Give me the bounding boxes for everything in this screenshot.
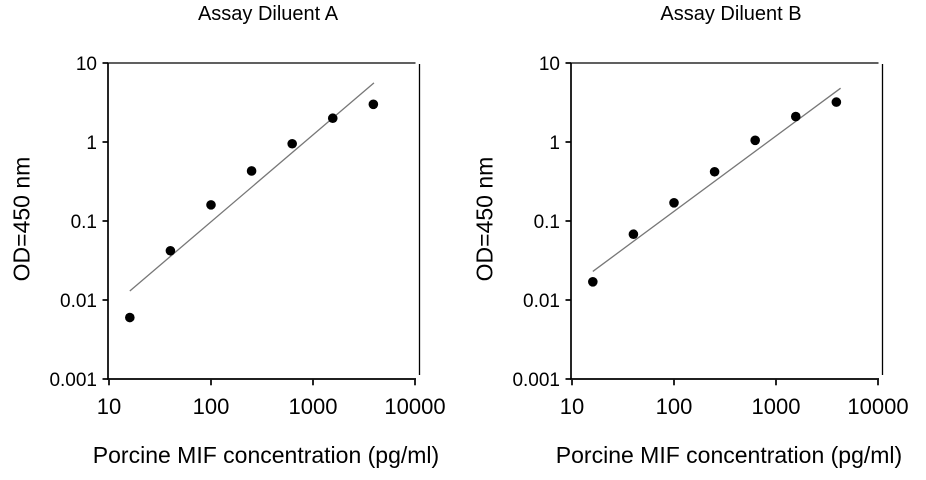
panel-title: Assay Diluent B [660, 3, 802, 25]
panel-assay-diluent-a: Assay Diluent A OD=450 nm 10 100 1000 10000… [9, 3, 446, 468]
data-point [790, 111, 801, 122]
x-tick-label: 1000 [289, 394, 338, 419]
data-point [368, 99, 379, 110]
y-tick-label: 0.1 [534, 212, 560, 233]
data-point [588, 276, 598, 287]
plot-area: 10 100 1000 10000 10 1 0.1 0.01 0.001 [49, 54, 445, 419]
y-tick-label: 10 [539, 54, 560, 75]
x-tick-label: 10000 [847, 394, 908, 419]
y-tick-label: 0.001 [49, 370, 97, 391]
x-tick-label: 10 [97, 394, 121, 419]
data-point [750, 135, 760, 146]
fit-line [592, 87, 842, 272]
data-point [327, 113, 338, 124]
data-point [287, 138, 297, 149]
data-point [206, 200, 216, 210]
y-tick-label: 0.001 [512, 370, 560, 391]
x-tick-label: 100 [193, 394, 230, 419]
y-tick-label: 1 [86, 133, 97, 154]
x-axis-label: Porcine MIF concentration (pg/ml) [92, 442, 440, 468]
y-tick-label: 10 [76, 54, 97, 75]
data-point [669, 197, 679, 208]
data-point [831, 97, 842, 107]
panel-assay-diluent-b: Assay Diluent B OD=450 nm 10 100 1000 10000… [463, 0, 926, 480]
fit-line [129, 82, 375, 292]
y-tick-label: 0.01 [60, 291, 97, 312]
x-tick-label: 10 [560, 394, 584, 419]
y-tick-label: 0.1 [71, 212, 97, 233]
y-tick-label: 0.01 [523, 291, 560, 312]
x-tick-label: 10000 [384, 394, 445, 419]
data-point [628, 229, 639, 240]
plot-area: 10 100 1000 10000 10 1 0.1 0.01 0.001 [512, 54, 908, 419]
data-point [246, 166, 257, 176]
x-tick-label: 100 [656, 394, 693, 419]
x-axis-label: Porcine MIF concentration (pg/ml) [555, 442, 903, 468]
data-point [125, 312, 135, 323]
y-tick-label: 1 [549, 133, 560, 154]
data-point [709, 166, 720, 177]
x-tick-label: 1000 [752, 394, 801, 419]
data-point [165, 245, 176, 256]
panel-title: Assay Diluent A [197, 3, 339, 25]
